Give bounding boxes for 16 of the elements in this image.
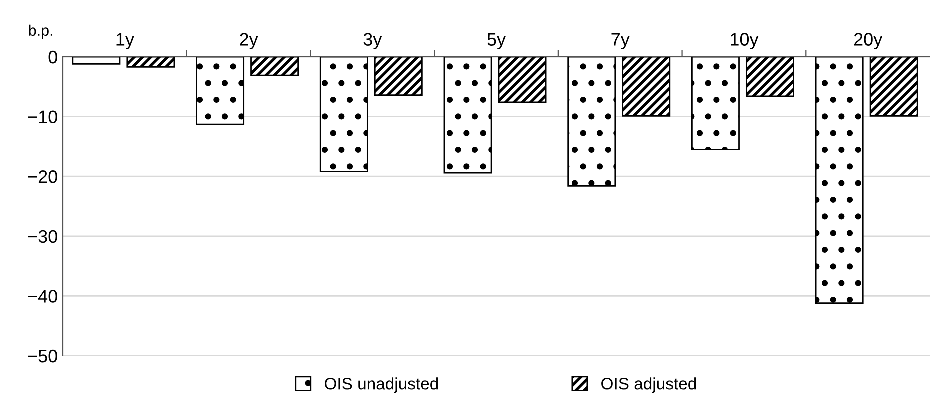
legend-label: OIS adjusted: [602, 378, 696, 394]
legend-label: OIS unadjusted: [325, 378, 438, 394]
y-axis-title: b.p.: [29, 24, 52, 40]
x-tick-label: 7y: [612, 33, 630, 50]
x-tick-label: 2y: [240, 33, 258, 50]
x-tick-label: 3y: [364, 33, 382, 50]
y-tick-label: −40: [28, 290, 58, 303]
y-tick-label: −20: [28, 170, 58, 184]
y-tick-label: −10: [28, 110, 58, 124]
x-tick-label: 1y: [116, 33, 134, 50]
x-tick-label: 20y: [854, 33, 883, 50]
y-tick-label: −30: [28, 230, 58, 244]
y-tick-label: −50: [28, 350, 58, 363]
y-tick-label: 0: [48, 50, 58, 64]
x-tick-label: 5y: [488, 33, 506, 50]
x-tick-label: 10y: [731, 33, 759, 50]
